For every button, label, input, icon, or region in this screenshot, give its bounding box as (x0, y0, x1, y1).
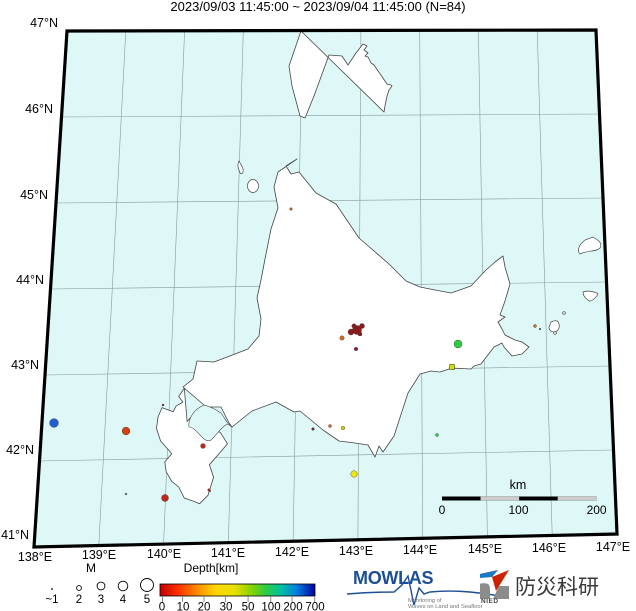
svg-text:Waves on Land and Seafloor: Waves on Land and Seafloor (408, 604, 483, 610)
svg-text:138°E: 138°E (18, 550, 52, 564)
svg-text:50: 50 (242, 602, 255, 611)
svg-text:47°N: 47°N (30, 16, 58, 30)
svg-text:145°E: 145°E (468, 542, 502, 556)
svg-text:144°E: 144°E (403, 543, 437, 557)
svg-text:20: 20 (198, 602, 211, 611)
svg-text:100: 100 (261, 602, 280, 611)
svg-text:2: 2 (76, 594, 82, 606)
svg-text:30: 30 (220, 602, 233, 611)
svg-text:NIED: NIED (481, 598, 499, 605)
svg-text:143°E: 143°E (339, 544, 373, 558)
svg-text:M: M (86, 561, 96, 575)
svg-text:100: 100 (508, 503, 528, 517)
svg-text:200: 200 (283, 602, 302, 611)
svg-text:10: 10 (177, 602, 190, 611)
svg-text:44°N: 44°N (16, 273, 44, 287)
svg-text:MOWLAS: MOWLAS (353, 568, 433, 588)
svg-text:42°N: 42°N (6, 443, 34, 457)
svg-text:45°N: 45°N (20, 188, 48, 202)
svg-text:防災科研: 防災科研 (515, 576, 599, 599)
svg-text:46°N: 46°N (25, 102, 53, 116)
svg-text:140°E: 140°E (147, 547, 181, 561)
svg-text:141°E: 141°E (211, 546, 245, 560)
svg-text:41°N: 41°N (1, 528, 29, 542)
svg-text:4: 4 (120, 594, 127, 606)
svg-text:147°E: 147°E (596, 540, 630, 554)
svg-text:139°E: 139°E (82, 548, 116, 562)
svg-text:3: 3 (98, 594, 104, 606)
svg-text:700: 700 (305, 602, 324, 611)
svg-text:146°E: 146°E (532, 541, 566, 555)
svg-text:142°E: 142°E (275, 545, 309, 559)
svg-text:5: 5 (144, 594, 150, 606)
svg-text:km: km (510, 478, 527, 492)
svg-text:Depth[km]: Depth[km] (184, 561, 239, 575)
svg-text:200: 200 (587, 503, 607, 517)
svg-text:~1: ~1 (45, 594, 58, 606)
svg-text:2023/09/03 11:45:00 ~ 2023/09/: 2023/09/03 11:45:00 ~ 2023/09/04 11:45:0… (170, 0, 465, 14)
svg-text:43°N: 43°N (11, 358, 39, 372)
svg-text:0: 0 (439, 503, 446, 517)
svg-text:0: 0 (159, 602, 165, 611)
